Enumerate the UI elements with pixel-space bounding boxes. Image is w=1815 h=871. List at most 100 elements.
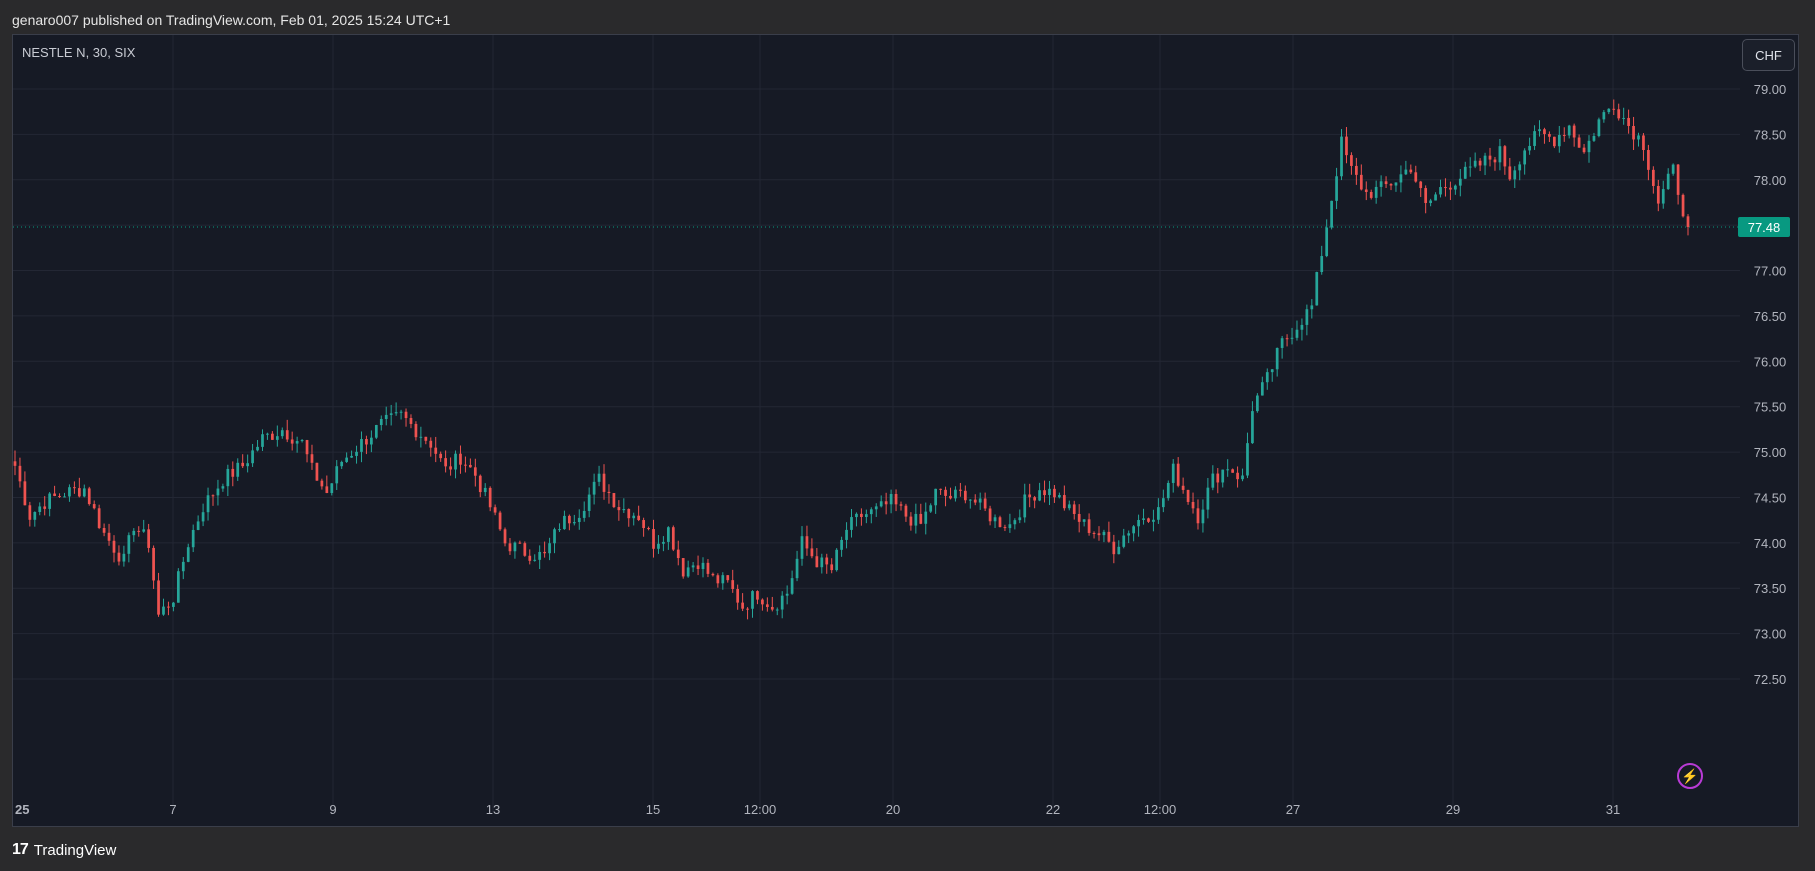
candle-body: [1364, 189, 1368, 192]
candle-body: [1033, 497, 1037, 501]
candle-body: [1419, 181, 1423, 189]
candle-body: [1112, 541, 1116, 555]
candle-body: [434, 447, 438, 454]
candle-body: [370, 437, 373, 445]
candle-body: [1211, 473, 1215, 488]
candle-body: [1246, 443, 1249, 476]
candle-body: [1454, 185, 1457, 190]
x-tick-label: 12:00: [1144, 802, 1177, 817]
candle-body: [23, 481, 27, 506]
candle-body: [746, 608, 749, 610]
candle-body: [1226, 469, 1230, 471]
candle-body: [820, 557, 824, 568]
candle-body: [1008, 524, 1012, 529]
candle-body: [963, 490, 967, 501]
candle-body: [657, 543, 660, 549]
currency-button[interactable]: CHF: [1742, 39, 1795, 71]
candle-body: [429, 440, 433, 448]
candle-body: [13, 461, 17, 466]
candle-body: [285, 430, 289, 440]
candle-body: [701, 562, 705, 570]
candle-body: [607, 491, 611, 494]
candle-body: [68, 487, 71, 497]
candle-body: [1661, 189, 1665, 204]
candle-body: [612, 493, 616, 508]
candle-body: [1627, 117, 1630, 126]
x-tick-label: 31: [1606, 802, 1620, 817]
candle-body: [513, 542, 517, 552]
candle-body: [409, 418, 413, 424]
candle-body: [399, 411, 403, 413]
candle-body: [1285, 338, 1289, 340]
candle-body: [731, 580, 735, 589]
candle-body: [1216, 473, 1220, 483]
candle-body: [97, 508, 101, 529]
candle-body: [1315, 272, 1319, 306]
y-tick-label: 75.00: [1754, 445, 1787, 460]
candle-body: [681, 558, 685, 577]
candle-body: [310, 454, 314, 463]
candle-body: [345, 457, 348, 462]
candle-body: [483, 487, 487, 493]
y-tick-label: 74.00: [1754, 536, 1787, 551]
lightning-icon[interactable]: ⚡: [1677, 763, 1703, 789]
candle-body: [1429, 200, 1432, 204]
candle-body: [1201, 509, 1205, 524]
candle-body: [439, 453, 443, 459]
candle-body: [1622, 117, 1626, 119]
y-tick-label: 79.00: [1754, 82, 1787, 97]
candle-body: [810, 548, 814, 557]
candle-body: [261, 434, 264, 447]
y-tick-label: 76.00: [1754, 354, 1787, 369]
candle-body: [1359, 174, 1363, 190]
candle-body: [825, 557, 829, 565]
candle-body: [394, 412, 398, 414]
candle-body: [186, 547, 190, 562]
candle-body: [231, 468, 235, 477]
candle-body: [845, 529, 848, 540]
candle-body: [1256, 395, 1259, 412]
x-tick-label: 29: [1446, 802, 1460, 817]
candle-body: [1132, 526, 1135, 534]
candle-body: [1251, 411, 1254, 444]
candle-body: [1637, 135, 1640, 140]
candle-body: [622, 508, 626, 511]
candle-body: [706, 562, 710, 574]
candle-body: [1528, 145, 1531, 151]
candle-body: [1597, 119, 1601, 137]
candle-body: [726, 575, 730, 581]
candle-body: [1018, 517, 1022, 521]
candle-body: [1102, 531, 1106, 536]
candle-body: [478, 475, 482, 493]
chart-panel[interactable]: [12, 34, 1799, 827]
candle-body: [850, 517, 853, 530]
candle-body: [840, 539, 843, 550]
candle-body: [523, 543, 527, 556]
candle-body: [1340, 136, 1343, 177]
candle-body: [666, 527, 670, 542]
candle-body: [1231, 469, 1234, 473]
candle-body: [335, 466, 339, 484]
candle-body: [201, 512, 205, 522]
candle-body: [1137, 519, 1140, 527]
candle-body: [761, 599, 764, 605]
candle-body: [671, 527, 675, 550]
candle-body: [1147, 518, 1150, 522]
candle-body: [1335, 176, 1338, 201]
candle-body: [236, 462, 240, 477]
candle-body: [1221, 469, 1225, 483]
candle-body: [1666, 173, 1670, 190]
candle-body: [1241, 475, 1244, 480]
candle-body: [315, 462, 319, 481]
candle-body: [1260, 382, 1264, 396]
candle-body: [1295, 329, 1299, 338]
candle-body: [1647, 150, 1650, 170]
candle-body: [1686, 216, 1690, 227]
candle-body: [147, 529, 151, 548]
candle-body: [548, 543, 551, 554]
candle-body: [1498, 146, 1502, 163]
candle-body: [1186, 489, 1190, 502]
candle-body: [1152, 519, 1155, 522]
candle-body: [637, 515, 641, 521]
